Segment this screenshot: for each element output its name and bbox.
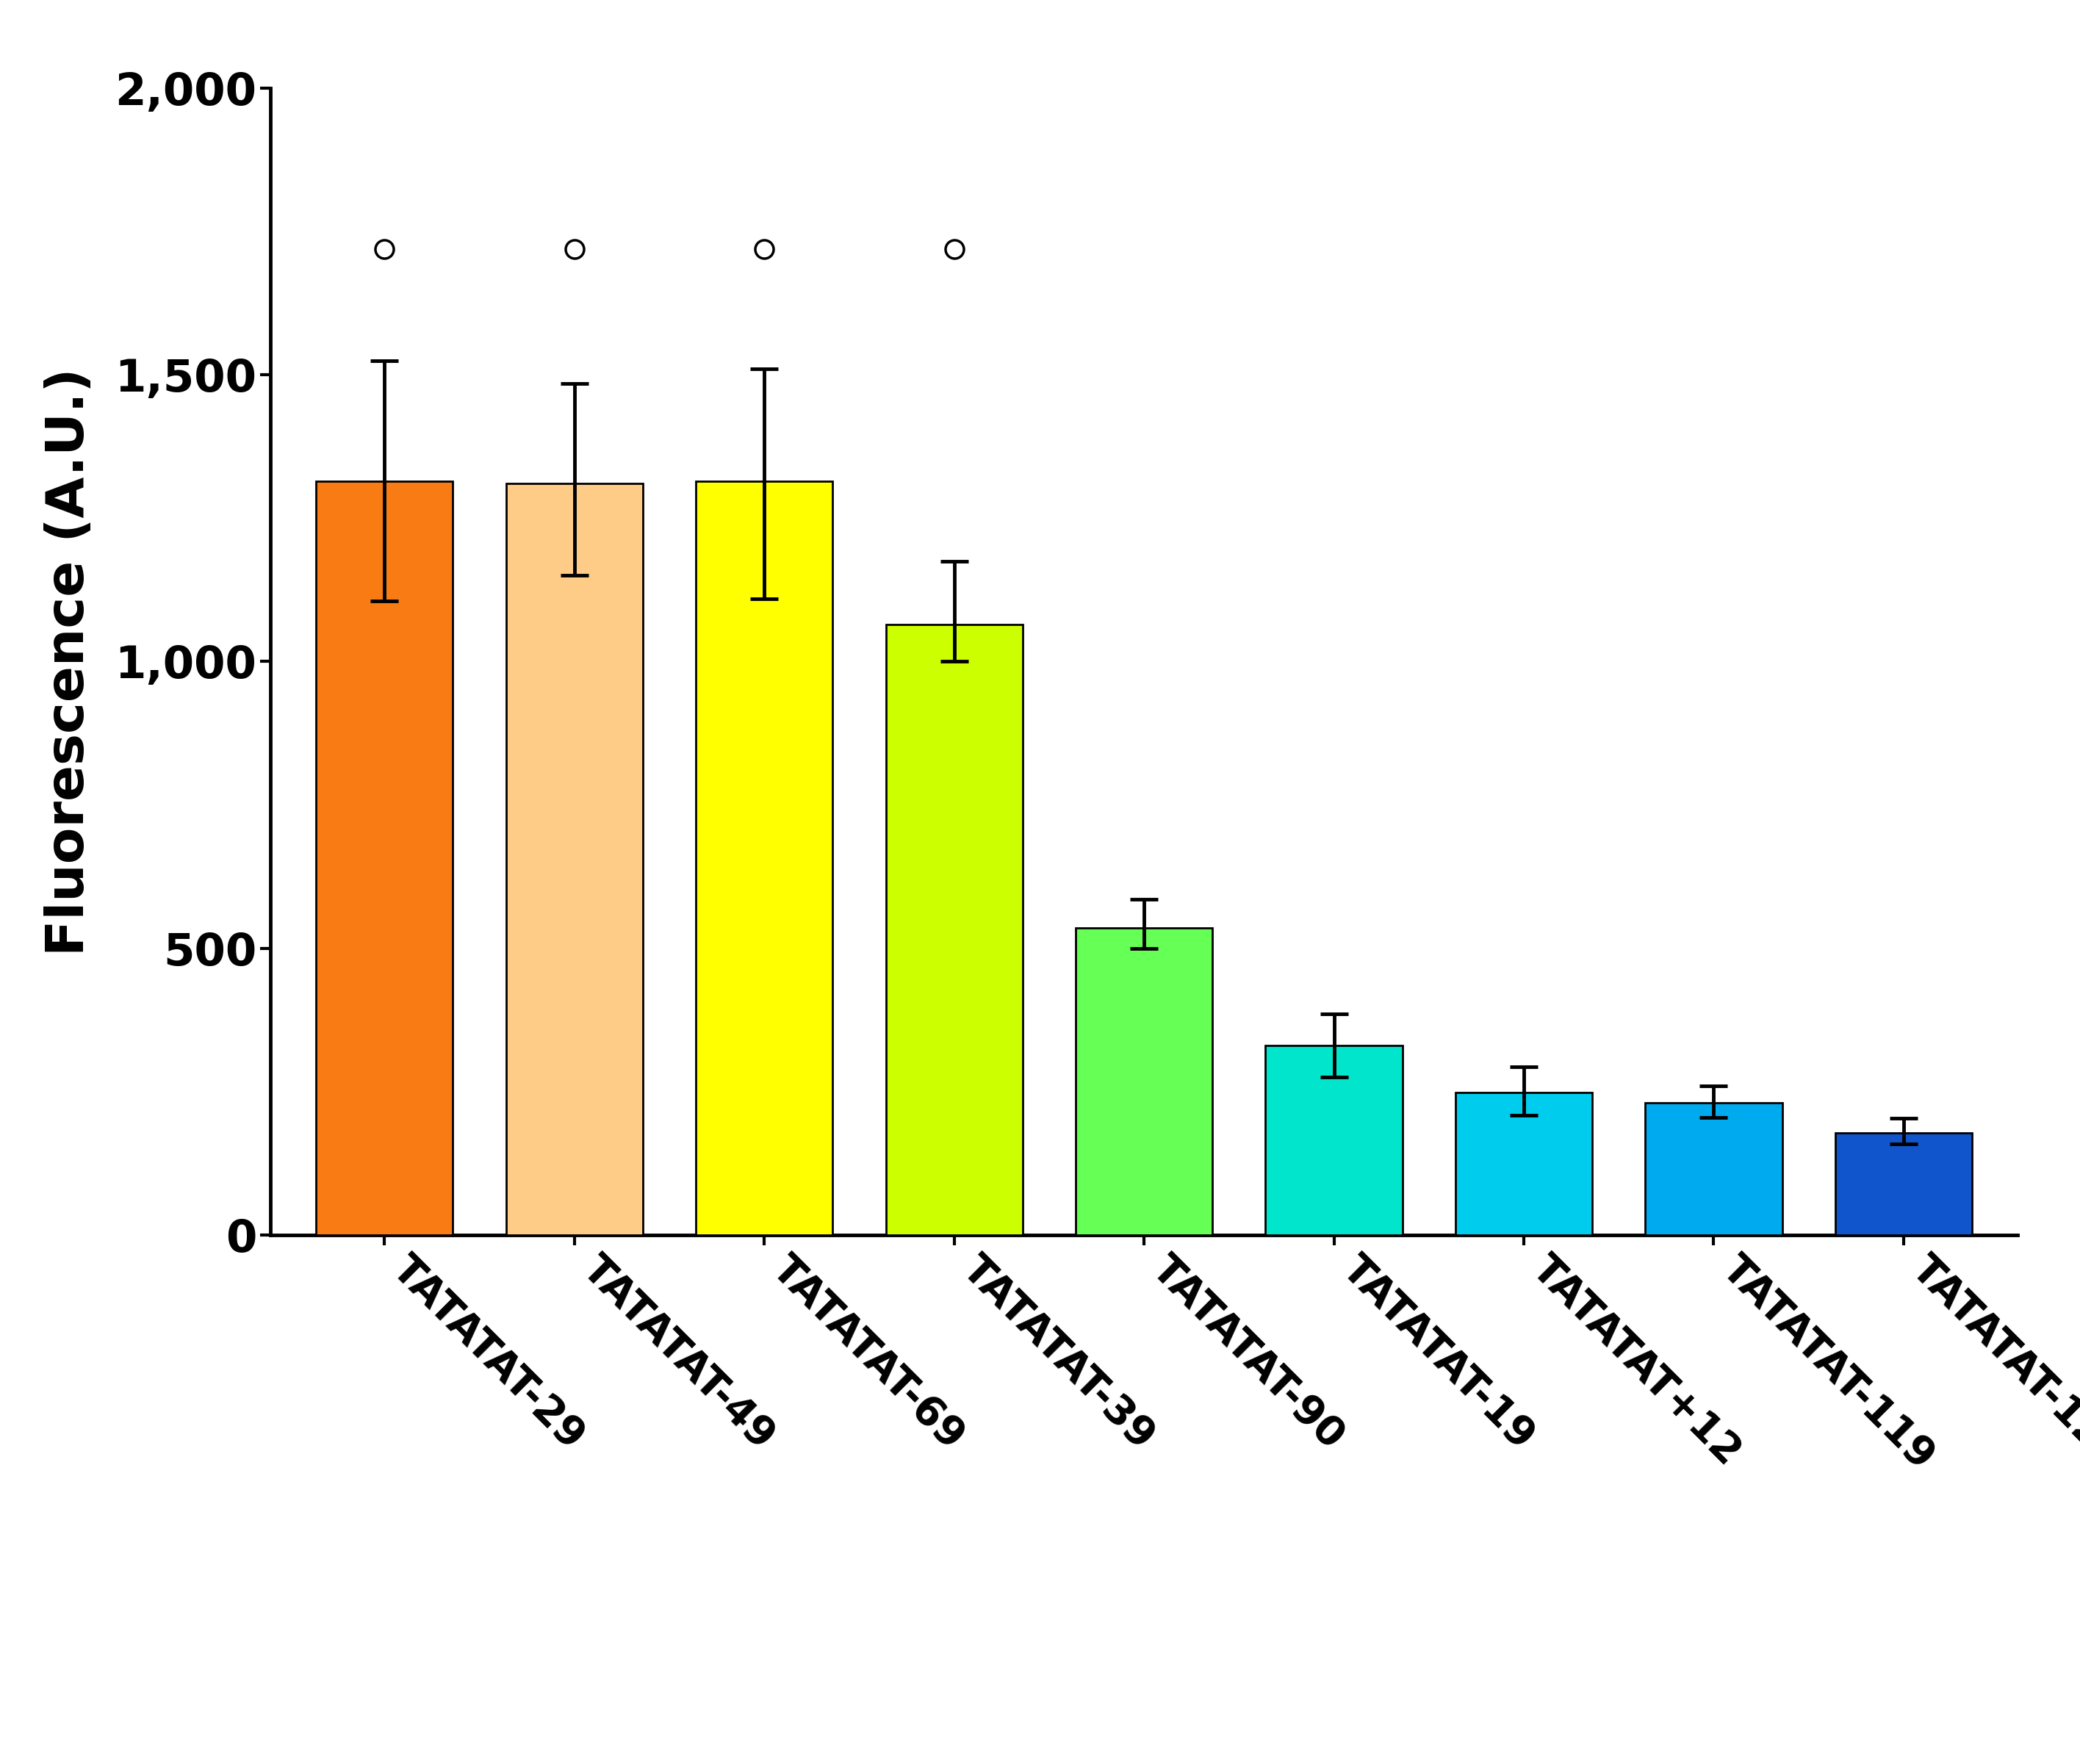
Bar: [1075, 928, 1213, 1235]
Bar: [1835, 1132, 1972, 1235]
Bar: [1265, 1046, 1402, 1235]
Y-axis label: Fluorescence (A.U.): Fluorescence (A.U.): [44, 367, 94, 956]
Bar: [316, 482, 453, 1235]
Bar: [505, 483, 643, 1235]
Bar: [697, 482, 832, 1235]
Bar: [886, 624, 1023, 1235]
Bar: [1456, 1092, 1591, 1235]
Bar: [1645, 1102, 1783, 1235]
